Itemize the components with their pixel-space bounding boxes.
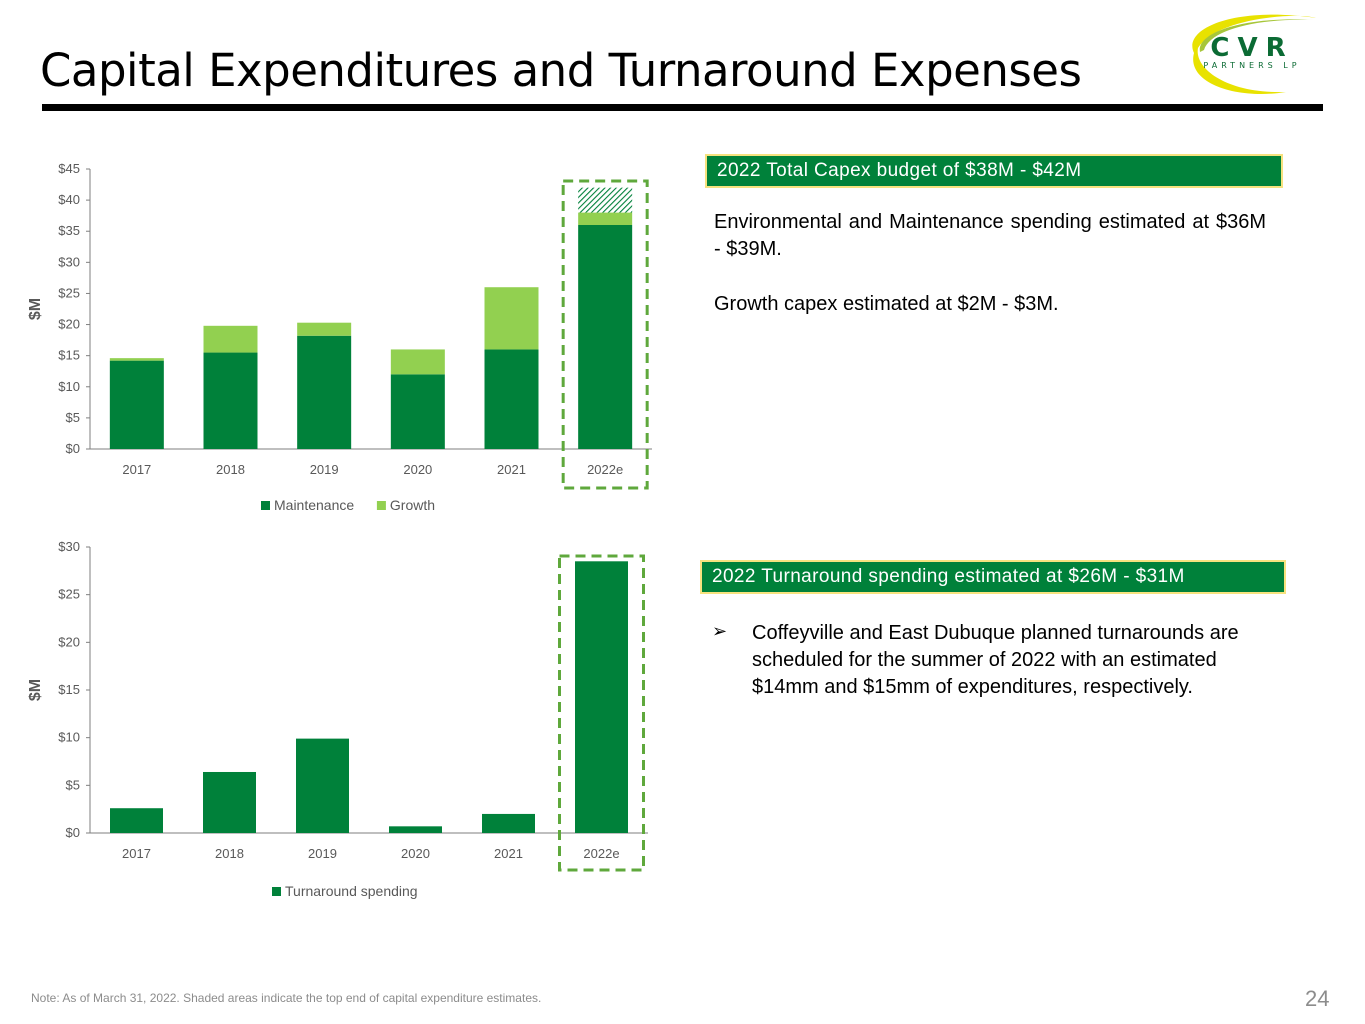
x-tick-label: 2021 [497,462,526,477]
turnaround-bullet-text: Coffeyville and East Dubuque planned tur… [752,622,1239,698]
bar-maintenance-2020 [390,374,445,449]
bar-maintenance-2021 [484,349,539,449]
x-tick-label: 2018 [215,846,244,861]
x-tick-label: 2020 [403,462,432,477]
y-tick-label: $10 [58,730,80,745]
turnaround-chart: $0 $5 $10 $15 $20 $25 $30 $M 2017 2018 2019 2020 202… [27,539,648,899]
bar-turnaround-spending-2019 [296,738,349,833]
bar-growth-2017 [109,358,164,361]
bar-maintenance-2018 [203,352,258,449]
company-logo: CVR PARTNERS LP [1192,14,1316,94]
bar-growth-2018 [203,325,258,353]
bar-turnaround-spending-2017 [110,808,163,833]
x-tick-label: 2019 [310,462,339,477]
bar-turnaround-spending-2022e [575,561,628,833]
x-tick-label: 2022e [583,846,619,861]
legend-label: Growth [390,497,435,513]
y-tick-label: $15 [58,348,80,363]
y-tick-label: $35 [58,223,80,238]
y-tick-label: $40 [58,192,80,207]
legend-swatch-turnaround-spending [272,887,281,896]
bar-turnaround-spending-2018 [203,771,256,833]
y-tick-label: $45 [58,161,80,176]
capex-maintenance-text: Environmental and Maintenance spending e… [714,211,1266,260]
bar-turnaround-spending-2021 [482,813,535,833]
logo-wordmark: CVR [1210,33,1293,63]
legend-swatch-growth [376,501,386,510]
bar-estimate-shaded-2022e [578,187,633,213]
y-tick-label: $30 [58,539,80,554]
bar-growth-2019 [297,322,352,336]
y-tick-label: $20 [58,317,80,332]
page-number: 24 [1305,986,1330,1011]
capex-chart: $0 $5 $10 $15 $20 $25 $30 $35 $40 $45 $M 2017 2018 20… [27,161,652,513]
turnaround-callout: 2022 Turnaround spending estimated at $2… [702,562,1284,592]
y-tick-label: $0 [66,441,80,456]
y-axis-label: $M [27,679,44,701]
highlight-box-2022e [561,179,649,490]
legend-label: Turnaround spending [285,883,418,899]
y-tick-label: $25 [58,285,80,300]
bar-growth-2021 [484,287,539,350]
bar-maintenance-2017 [109,360,164,449]
x-tick-label: 2022e [587,462,623,477]
legend-swatch-maintenance [261,501,270,510]
y-tick-label: $20 [58,634,80,649]
logo-subtext: PARTNERS LP [1203,61,1300,70]
page-title: Capital Expenditures and Turnaround Expe… [40,44,1082,97]
x-tick-label: 2017 [122,846,151,861]
x-tick-label: 2019 [308,846,337,861]
x-tick-label: 2018 [216,462,245,477]
bar-growth-2022e [578,212,633,225]
y-tick-label: $0 [66,825,80,840]
capex-callout: 2022 Total Capex budget of $38M - $42M [707,156,1281,186]
x-tick-label: 2017 [122,462,151,477]
bar-growth-2020 [390,349,445,375]
x-tick-label: 2020 [401,846,430,861]
y-tick-label: $10 [58,379,80,394]
bar-turnaround-spending-2020 [389,826,442,833]
y-tick-label: $25 [58,587,80,602]
bar-maintenance-2019 [297,335,352,449]
title-rule [42,104,1323,111]
y-tick-label: $15 [58,682,80,697]
x-tick-label: 2021 [494,846,523,861]
legend-label: Maintenance [274,497,354,513]
y-tick-label: $5 [66,410,80,425]
y-tick-label: $5 [66,777,80,792]
y-axis-label: $M [27,298,44,320]
bar-maintenance-2022e [578,225,633,449]
highlight-box-2022e [558,554,645,872]
y-tick-label: $30 [58,254,80,269]
footnote: Note: As of March 31, 2022. Shaded areas… [31,991,542,1005]
arrow-bullet-icon: ➢ [712,621,728,641]
capex-growth-text: Growth capex estimated at $2M - $3M. [714,293,1059,315]
